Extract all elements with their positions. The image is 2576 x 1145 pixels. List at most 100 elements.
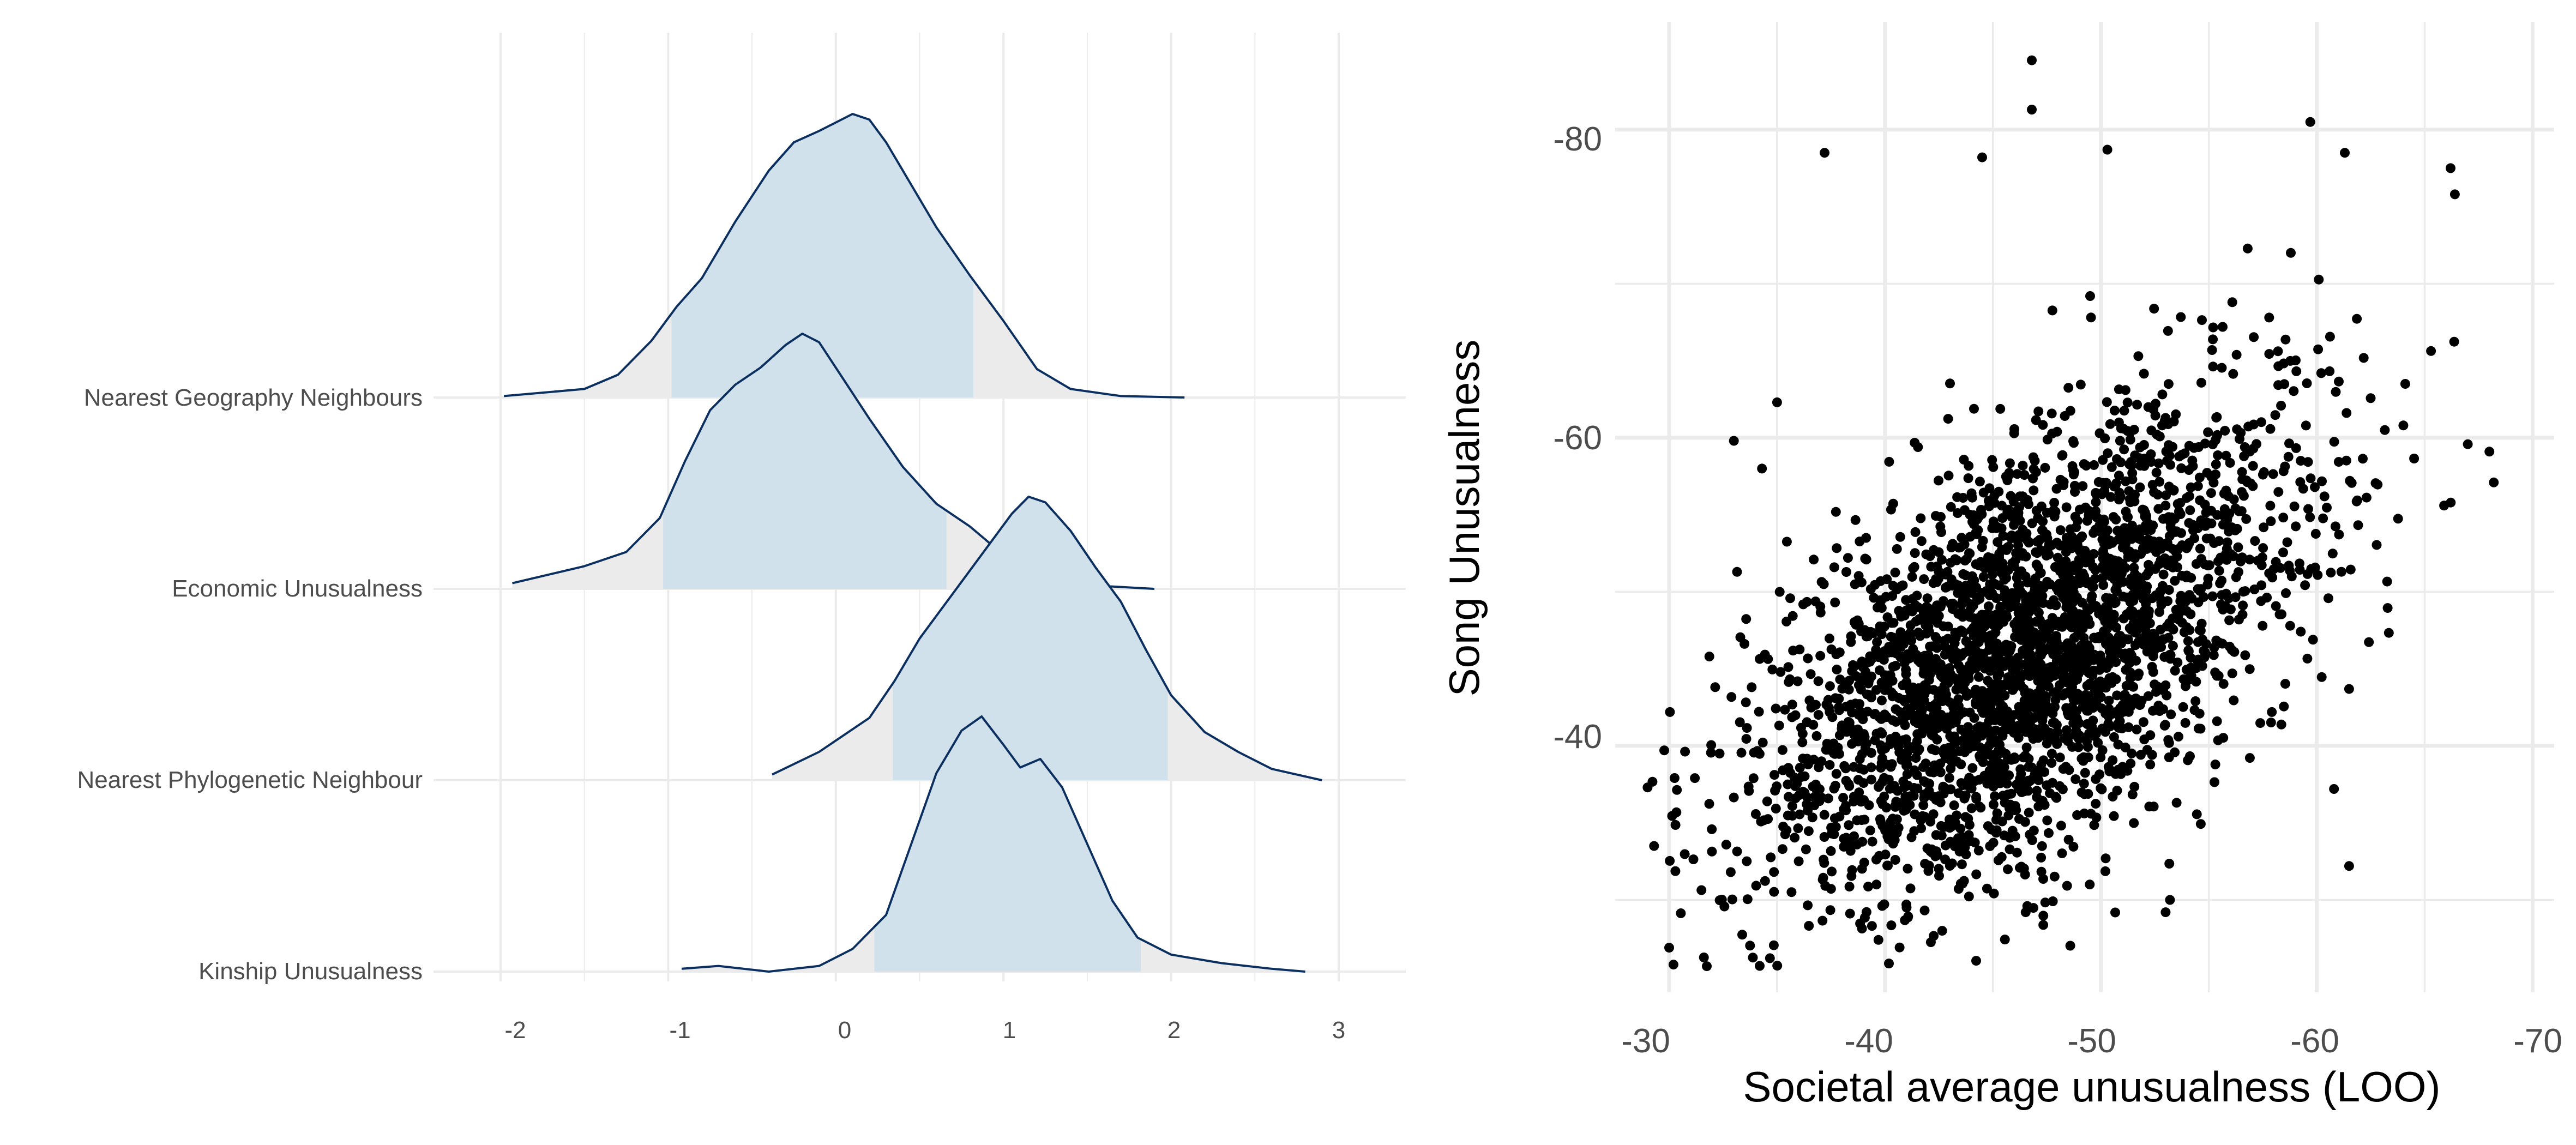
scatter-point [2015,764,2026,774]
scatter-point [2164,738,2174,748]
scatter-point [2201,518,2211,528]
scatter-point [2135,590,2146,600]
scatter-point [1936,600,1946,610]
scatter-point [1869,593,1879,603]
scatter-point [1825,681,1835,691]
scatter-point [1988,620,1999,630]
scatter-point [2111,586,2122,596]
scatter-point [1971,699,1981,709]
scatter-point [1912,770,1922,780]
scatter-point [1958,569,1969,579]
scatter-point [1892,786,1903,796]
ridge-density-line [772,496,1322,781]
scatter-point [2105,492,2116,502]
scatter-point [2084,505,2094,516]
scatter-point [1952,652,1963,662]
scatter-point [1741,697,1751,708]
scatter-point [2341,455,2351,466]
scatter-point [2199,592,2208,602]
scatter-point [2199,652,2210,662]
scatter-point [1970,658,1981,668]
scatter-point [2063,654,2074,665]
scatter-point [1910,809,1920,819]
scatter-point [2266,718,2276,728]
scatter-point [2099,678,2109,688]
scatter-point [1843,553,1853,563]
scatter-point [1927,744,1937,754]
scatter-point [2038,874,2048,884]
scatter-point [1999,661,2009,671]
scatter-point [2038,526,2048,535]
scatter-point [1758,737,1768,748]
scatter-point [2063,835,2074,845]
scatter-point [2072,593,2082,602]
scatter-point [1952,492,1963,502]
scatter-point [2041,551,2051,561]
scatter-point [1876,763,1886,773]
scatter-point [2070,487,2080,497]
scatter-point [1879,899,1889,909]
scatter-point [1954,683,1965,694]
scatter-point [2097,725,2107,735]
scatter-point [1947,821,1958,831]
scatter-point [2013,511,2023,521]
scatter-point [2166,709,2176,720]
scatter-point [1847,739,1857,749]
scatter-point [1949,638,1960,648]
scatter-point [2049,731,2060,742]
scatter-point [1760,876,1770,886]
scatter-point [1969,403,1979,414]
scatter-point [1935,521,1946,532]
scatter-point [1928,791,1938,801]
scatter-point [1877,623,1887,633]
scatter-point [1983,676,1993,686]
scatter-point [2023,786,2033,796]
scatter-point [2310,482,2320,492]
scatter-point [2153,458,2164,468]
scatter-point [1787,801,1797,811]
ridge-label-economic: Economic Unusualness [172,575,423,602]
scatter-point [1665,707,1675,717]
scatter-point [2302,569,2313,579]
scatter-point [2038,920,2049,930]
scatter-point [1817,915,1828,926]
scatter-point [1959,793,1970,804]
scatter-point [2296,456,2306,466]
scatter-points [1642,55,2499,972]
scatter-point [2002,475,2013,485]
scatter-point [1884,959,1894,969]
scatter-point [2280,679,2290,689]
scatter-point [2111,623,2121,632]
scatter-point [1931,698,1942,708]
scatter-point [2346,478,2357,488]
scatter-point [1949,731,1959,742]
scatter-point [2344,684,2354,694]
scatter-point [2213,735,2223,745]
scatter-point [2079,779,2089,789]
scatter-point [2004,770,2014,780]
scatter-point [1814,796,1825,806]
scatter-point [2316,368,2326,378]
scatter-point [2195,819,2206,829]
scatter-point [2249,332,2259,342]
scatter-point [1951,714,1961,724]
scatter-point [1891,716,1901,727]
scatter-point [1938,781,1948,792]
scatter-point [1995,610,2005,620]
scatter-point [2291,521,2301,532]
scatter-point [2071,726,2081,736]
scatter-point [2206,472,2217,482]
scatter-point [1964,891,1974,902]
scatter-point [2484,447,2495,457]
scatter-point [2147,593,2157,604]
scatter-point [2398,420,2409,431]
scatter-point [1735,717,1745,727]
scatter-point [2135,609,2145,619]
ridge-xtick: 2 [1167,1017,1181,1044]
scatter-point [2244,753,2255,763]
scatter-point [1819,579,1829,589]
scatter-point [2318,513,2328,523]
scatter-point [1834,694,1844,704]
scatter-point [1947,750,1958,760]
scatter-point [1750,809,1761,819]
